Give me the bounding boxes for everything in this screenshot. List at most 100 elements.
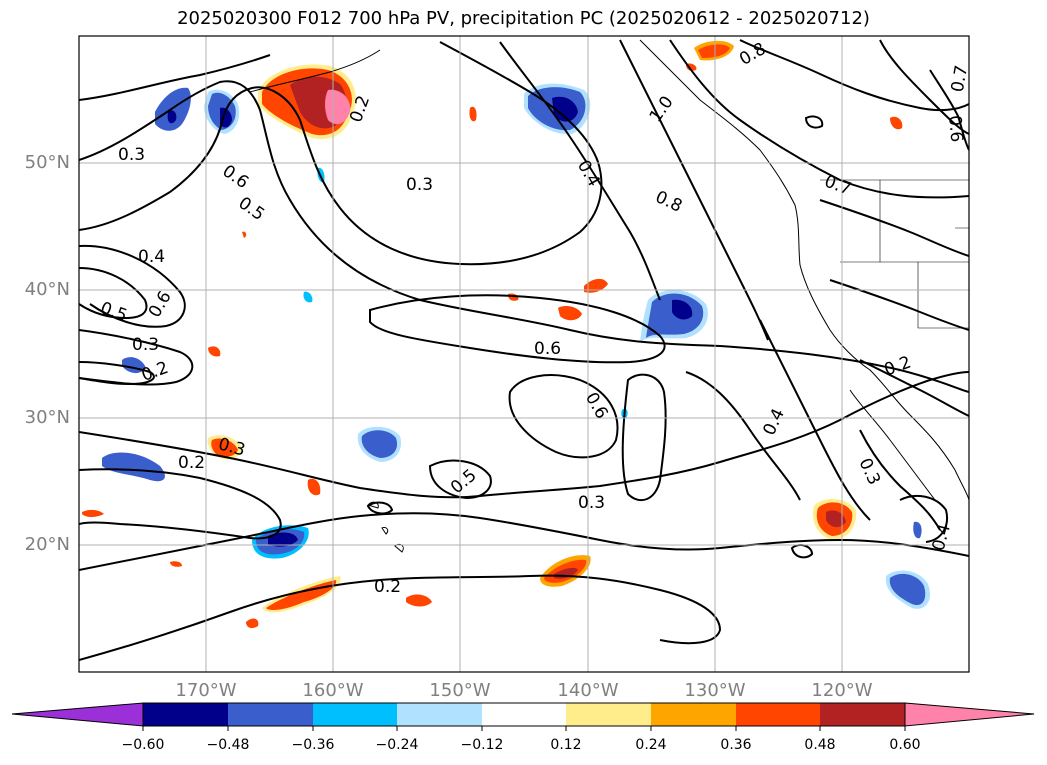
- lat-label-50n: 50°N: [24, 152, 70, 173]
- colorbar-tick-label: 0.48: [804, 737, 836, 753]
- pv-contour: [819, 199, 969, 257]
- contour-label: 0.6: [145, 288, 176, 321]
- colorbar-tick-label: −0.12: [460, 737, 504, 753]
- pv-contour: [79, 41, 603, 266]
- contour-label: 0.4: [138, 247, 165, 267]
- colorbar-tick-label: 0.60: [889, 737, 921, 753]
- lat-label-40n: 40°N: [24, 279, 70, 300]
- colorbar: [11, 702, 1035, 731]
- lat-label-30n: 30°N: [24, 407, 70, 428]
- pv-contour: [79, 80, 969, 393]
- colorbar-bin: [820, 703, 905, 726]
- colorbar-bin: [736, 703, 820, 726]
- precip-patch: [672, 299, 693, 320]
- precip-patch: [82, 509, 104, 517]
- colorbar-bin: [566, 703, 651, 726]
- precip-patch: [220, 107, 232, 128]
- colorbar-extend-low: [11, 702, 144, 727]
- pv-contour: [499, 41, 661, 301]
- pv-contour: [79, 267, 148, 320]
- contour-label: 0.3: [578, 493, 605, 513]
- precip-patches: [82, 40, 931, 629]
- pv-contour: [369, 294, 666, 364]
- precip-patch: [155, 87, 191, 131]
- colorbar-tick-label: −0.48: [206, 737, 250, 753]
- precip-patch: [268, 532, 298, 547]
- precip-patch: [170, 561, 182, 567]
- contour-label: 0.2: [139, 358, 171, 386]
- plot-frame: [78, 35, 970, 673]
- precip-patch: [307, 478, 321, 496]
- precip-patch: [208, 346, 221, 357]
- pv-contour: [929, 69, 969, 151]
- precip-patch: [303, 291, 313, 303]
- pv-contour: [508, 374, 619, 459]
- contour-label: 0.4: [929, 522, 955, 553]
- contour-label: 1.0: [646, 93, 678, 127]
- contour-label: 0.8: [736, 39, 769, 70]
- precip-patch: [246, 618, 259, 629]
- lon-label-170w: 170°W: [175, 680, 237, 701]
- contour-label: 0.3: [118, 145, 145, 165]
- precip-patch: [558, 306, 582, 321]
- baja-coast: [849, 389, 936, 501]
- map-plot-area: 0.3 0.6 0.5 0.2 0.3 0.4 0.8 1.0 0.8 0.7 …: [79, 36, 972, 672]
- precip-patch: [406, 594, 432, 607]
- pv-contour: [859, 429, 941, 531]
- contour-label: 0.2: [882, 352, 914, 380]
- precip-patch: [698, 44, 730, 58]
- pv-contour: [759, 319, 871, 521]
- contour-label: 0.5: [234, 193, 268, 225]
- contour-label: 0.2: [178, 453, 205, 473]
- pv-contour: [669, 39, 969, 199]
- lon-label-150w: 150°W: [429, 680, 491, 701]
- pv-contour: [879, 39, 969, 135]
- contour-label: 0.6: [218, 161, 252, 193]
- pv-contour: [899, 494, 948, 543]
- precip-patch: [826, 510, 846, 528]
- pv-contours: [79, 39, 969, 661]
- contour-label: 0.6: [944, 114, 966, 143]
- contour-label: 0.3: [854, 455, 884, 488]
- coastlines: [249, 39, 969, 553]
- contour-label: 0.7: [822, 172, 854, 200]
- pv-contour: [739, 39, 969, 112]
- gridlines: [79, 36, 969, 672]
- contour-label: 0.2: [374, 577, 401, 597]
- lon-label-120w: 120°W: [811, 680, 873, 701]
- contour-label: 0.5: [447, 465, 481, 498]
- precip-patch: [584, 278, 608, 293]
- pv-contour: [428, 459, 492, 500]
- contour-label: 0.4: [573, 157, 604, 190]
- pv-contour: [804, 115, 824, 129]
- precip-patch: [913, 521, 922, 539]
- contour-label: 0.6: [534, 339, 561, 359]
- pv-contour: [621, 373, 667, 502]
- precip-patch: [361, 430, 398, 458]
- pv-contour: [79, 244, 186, 328]
- lon-label-140w: 140°W: [557, 680, 619, 701]
- colorbar-extend-high: [904, 702, 1035, 727]
- pv-contour: [79, 54, 271, 101]
- pv-contour: [79, 361, 155, 386]
- map-title: 2025020300 F012 700 hPa PV, precipitatio…: [177, 8, 870, 29]
- colorbar-tick-label: −0.36: [291, 737, 335, 753]
- precip-patch: [646, 293, 704, 338]
- precip-patch: [889, 573, 926, 606]
- pv-contour: [859, 359, 969, 417]
- precip-patch: [102, 452, 165, 482]
- pv-contour: [685, 371, 801, 501]
- pv-contour: [619, 39, 769, 341]
- contour-label: 0.8: [652, 187, 685, 217]
- precip-patch: [211, 438, 238, 457]
- pv-contour: [366, 501, 394, 515]
- contour-label: 0.3: [406, 175, 433, 195]
- colorbar-frame: [142, 702, 906, 727]
- pv-contour: [79, 574, 722, 661]
- colorbar-tick-label: 0.36: [720, 737, 752, 753]
- contour-label: 0.7: [948, 64, 972, 94]
- precip-patch: [325, 89, 351, 125]
- colorbar-bin: [651, 703, 736, 726]
- colorbar-tick-label: −0.60: [121, 737, 165, 753]
